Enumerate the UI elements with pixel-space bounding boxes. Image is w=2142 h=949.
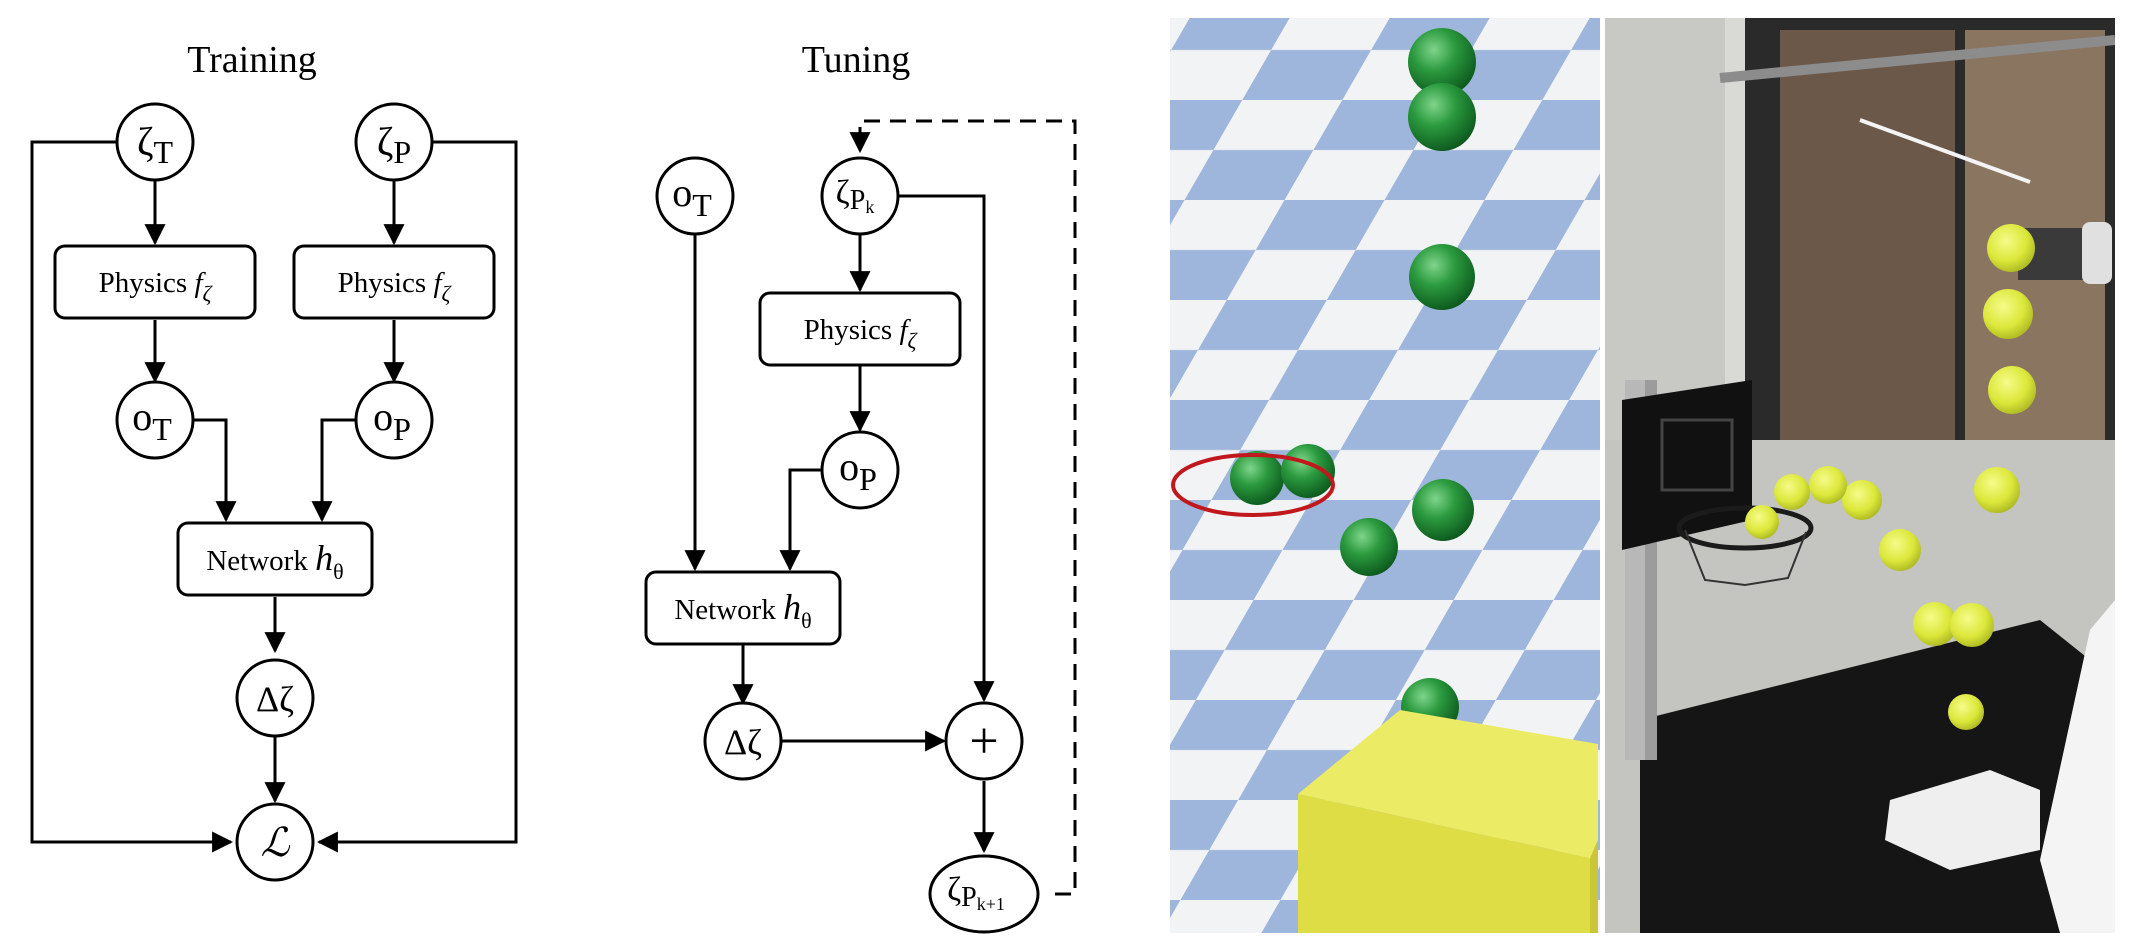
zeta-pk-sub: P [850,185,866,216]
training-zeta-t-node: ζT [115,102,195,182]
physics-left-sub: ζ [203,281,214,306]
real-robot-photo [1605,18,2115,933]
tennis-ball-trajectory [1745,224,2036,730]
svg-text:ζPk+1: ζPk+1 [947,871,1005,914]
zeta-pk-subsub: k [865,197,874,217]
svg-text:Physics fζ: Physics fζ [338,267,453,306]
op-to-network-arrow [311,418,356,523]
svg-text:ζP: ζP [377,119,411,170]
tuning-op-node: oP [820,430,900,510]
tuning-physics-sub: ζ [908,328,919,353]
svg-text:oP: oP [373,394,411,447]
tuning-op-sub: P [859,461,877,497]
zeta-p-sub: P [393,134,411,170]
tuning-title: Tuning [802,39,910,81]
tuning-ot-sub: T [692,187,712,223]
training-loss-label: ℒ [261,820,291,865]
tuning-ot-base: o [672,170,692,215]
training-network-label: Network [206,545,315,577]
tuning-zeta-pk1-node: ζPk+1 [928,854,1040,934]
landing-platform [1885,770,2040,870]
zeta-t-base: ζ [137,119,154,164]
training-ot-node: oT [115,380,195,460]
ot-to-network-arrow [193,418,237,523]
tuning-ot-node: oT [655,156,735,236]
zeta-t-sub: T [154,134,174,170]
tuning-delta-node: Δζ [703,701,783,781]
tuning-sum-node: + [944,701,1024,781]
training-ot-sub: T [152,411,172,447]
physics-right-sub: ζ [442,281,453,306]
zeta-t-to-loss-arrow [30,140,234,853]
training-loss-node: ℒ [235,802,315,882]
tuning-op-base: o [839,444,859,489]
physics-right-label: Physics [338,267,434,299]
svg-text:oT: oT [132,394,172,447]
hoop [1676,505,1814,551]
yellow-box-platform [1298,710,1598,933]
zeta-pk1-sub: P [961,882,977,913]
training-diagram: Training ζT ζP Physics fζ Physics fζ [30,39,518,882]
tuning-network-box: Network hθ [644,570,842,646]
training-network-h: h [315,538,333,578]
zeta-pk1-base: ζ [947,871,961,908]
svg-text:Physics fζ: Physics fζ [804,314,919,353]
zeta-pk-base: ζ [836,174,850,211]
training-op-sub: P [393,411,411,447]
svg-text:oT: oT [672,170,712,223]
tuning-diagram: Tuning oT ζPk Physics fζ oP Network hθ [644,39,1077,934]
training-delta-node: Δζ [235,658,315,738]
tuning-plus-label: + [969,713,998,770]
training-title: Training [187,39,317,81]
overhead-bar [1719,35,2115,83]
zeta-p-to-loss-arrow [316,140,518,853]
tuning-zeta-pk-node: ζPk [820,156,900,236]
tuning-network-h: h [783,587,801,627]
tuning-delta-label: Δζ [724,722,762,762]
training-op-node: oP [354,380,434,460]
physics-left-label: Physics [99,267,195,299]
svg-text:ζT: ζT [137,119,174,170]
target-ring [1171,444,1335,517]
svg-text:Network hθ: Network hθ [674,587,811,633]
training-physics-right-box: Physics fζ [292,244,496,320]
zeta-pk1-subsub: k+1 [977,894,1005,914]
svg-text:oP: oP [839,444,877,497]
training-delta-label: Δζ [256,679,294,719]
training-ot-base: o [132,394,152,439]
tuning-network-sub: θ [801,608,812,633]
svg-text:ζPk: ζPk [836,174,875,217]
op-to-network-arrow [779,468,822,572]
tuning-network-label: Network [674,594,783,626]
zeta-p-base: ζ [377,119,394,164]
training-op-base: o [373,394,393,439]
training-zeta-p-node: ζP [354,102,434,182]
tuning-physics-label: Physics [804,314,900,346]
training-network-box: Network hθ [176,521,374,597]
svg-text:Network hθ: Network hθ [206,538,343,584]
svg-text:Physics fζ: Physics fζ [99,267,214,306]
training-physics-left-box: Physics fζ [53,244,257,320]
training-network-sub: θ [333,559,344,584]
feedback-dashed-arrow [849,119,1077,896]
tuning-physics-box: Physics fζ [758,291,962,367]
zeta-to-sum-arrow [898,194,995,703]
simulation-photo [1170,18,1600,933]
